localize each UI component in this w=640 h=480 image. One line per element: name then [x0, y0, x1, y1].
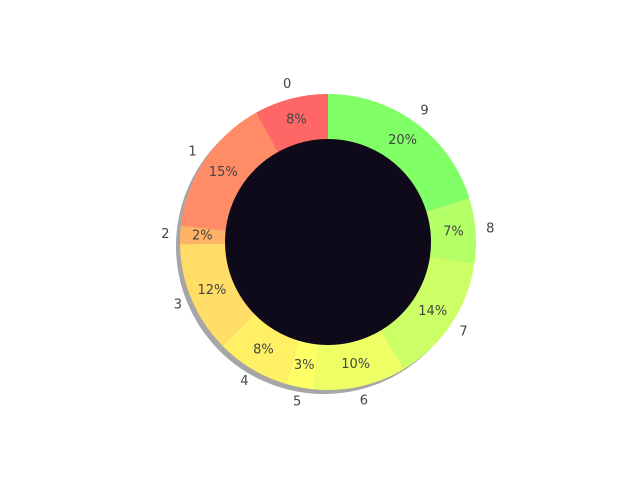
slice-label-3: 3 [174, 297, 182, 312]
slice-percent-6: 10% [341, 357, 370, 372]
slice-percent-7: 14% [418, 304, 447, 319]
slice-label-9: 9 [420, 103, 428, 118]
slice-percent-0: 8% [286, 113, 307, 128]
slice-label-0: 0 [283, 77, 291, 92]
label-layer: 0 8% 1 15% 2 2% 3 12% 4 8% 5 3% 6 10% 7 14% 8 7% 920% [161, 77, 494, 409]
slice-label-8: 8 [486, 222, 494, 237]
slice-label-7: 7 [459, 325, 467, 340]
slice-percent-9: 20% [388, 133, 417, 148]
donut-center [225, 139, 431, 345]
slice-label-2: 2 [161, 227, 169, 242]
slice-percent-2: 2% [192, 229, 213, 244]
slice-percent-8: 7% [443, 225, 464, 240]
slice-percent-1: 15% [209, 165, 238, 180]
slice-label-6: 6 [360, 393, 368, 408]
slice-label-4: 4 [240, 374, 248, 389]
slice-percent-4: 8% [253, 342, 274, 357]
slice-percent-5: 3% [294, 358, 315, 373]
slice-label-1: 1 [188, 144, 196, 159]
slice-label-5: 5 [293, 394, 301, 409]
slice-percent-3: 12% [198, 283, 227, 298]
